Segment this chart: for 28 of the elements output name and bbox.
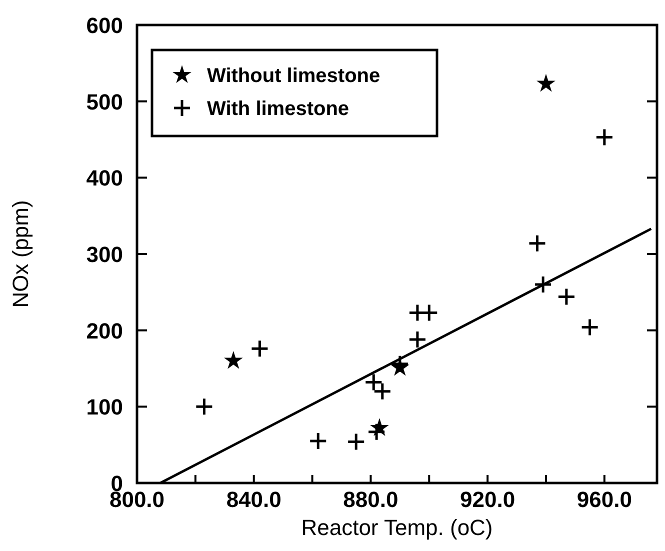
x-tick-label: 840.0 [226,487,282,512]
y-tick-label: 500 [86,89,123,114]
point [390,354,410,374]
y-tick-label: 100 [86,394,123,420]
x-tick-label: 960.0 [576,487,632,512]
point [250,339,269,358]
point [534,275,552,294]
point [367,422,386,442]
legend-label: Without limestone [207,65,380,87]
x-axis-title: Reactor Temp. (oC) [301,515,493,540]
point [595,128,614,146]
x-tick-label: 880.0 [343,487,398,512]
point [536,74,556,92]
y-tick-label: 200 [86,318,123,344]
point [408,330,427,349]
point [580,318,600,337]
y-axis-title: NOx (ppm) [8,200,33,308]
point [557,287,576,306]
point [528,234,546,253]
point [308,432,328,450]
legend-label: With limestone [207,98,350,120]
point [346,432,366,452]
y-tick-label: 400 [86,166,123,191]
point [194,397,214,416]
y-tick-label: 300 [86,242,123,267]
point [224,350,243,369]
y-tick-label: 600 [86,13,123,38]
x-tick-label: 920.0 [460,487,516,512]
